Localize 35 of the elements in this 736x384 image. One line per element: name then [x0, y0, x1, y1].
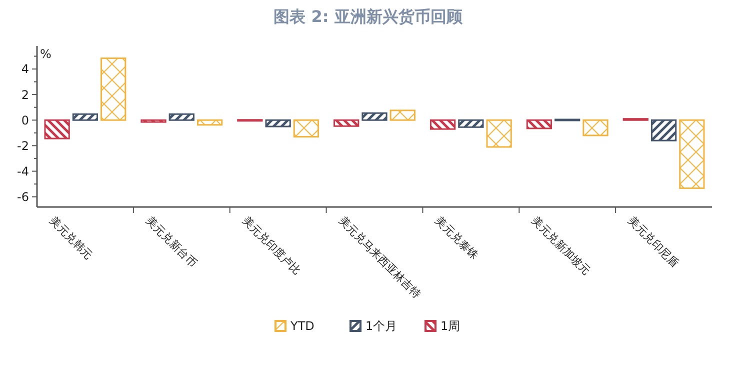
bar: [582, 119, 608, 136]
y-tick-label: -6: [17, 190, 29, 204]
x-tick-label: 美元兑印尼盾: [625, 214, 682, 270]
x-tick-label: 美元兑新加坡元: [529, 214, 593, 278]
bar: [486, 119, 512, 148]
bar: [430, 119, 456, 130]
bar: [168, 113, 194, 121]
x-tick-label: 美元兑马来西亚林吉特: [336, 214, 424, 301]
y-tick-label: 0: [21, 113, 29, 128]
x-tick-label: 美元兑泰铢: [432, 214, 481, 262]
bar: [650, 119, 677, 142]
bar: [362, 112, 388, 121]
legend-label: 1周: [440, 319, 460, 333]
y-tick-label: -2: [17, 138, 29, 153]
bar: [72, 113, 98, 121]
bar: [265, 119, 291, 128]
legend-label: YTD: [290, 319, 314, 333]
y-tick-label: 4: [21, 62, 29, 76]
x-tick-label: 美元兑韩元: [46, 214, 95, 262]
bar: [44, 119, 70, 140]
bar: [679, 119, 705, 189]
bar: [458, 119, 484, 128]
bar: [334, 119, 360, 127]
bar: [100, 58, 126, 121]
legend-label: 1个月: [366, 319, 398, 333]
y-tick-label: -4: [17, 164, 29, 178]
x-tick-label: 美元兑印度卢比: [240, 214, 304, 278]
bar: [293, 119, 320, 138]
chart-title: 图表 2: 亚洲新兴货币回顾: [274, 7, 464, 26]
y-axis-title: %: [40, 47, 52, 61]
x-tick-label: 美元兑新台币: [143, 214, 200, 270]
bar: [196, 119, 223, 126]
bar: [390, 110, 416, 121]
y-tick-label: 2: [21, 88, 29, 102]
bar: [526, 119, 552, 130]
